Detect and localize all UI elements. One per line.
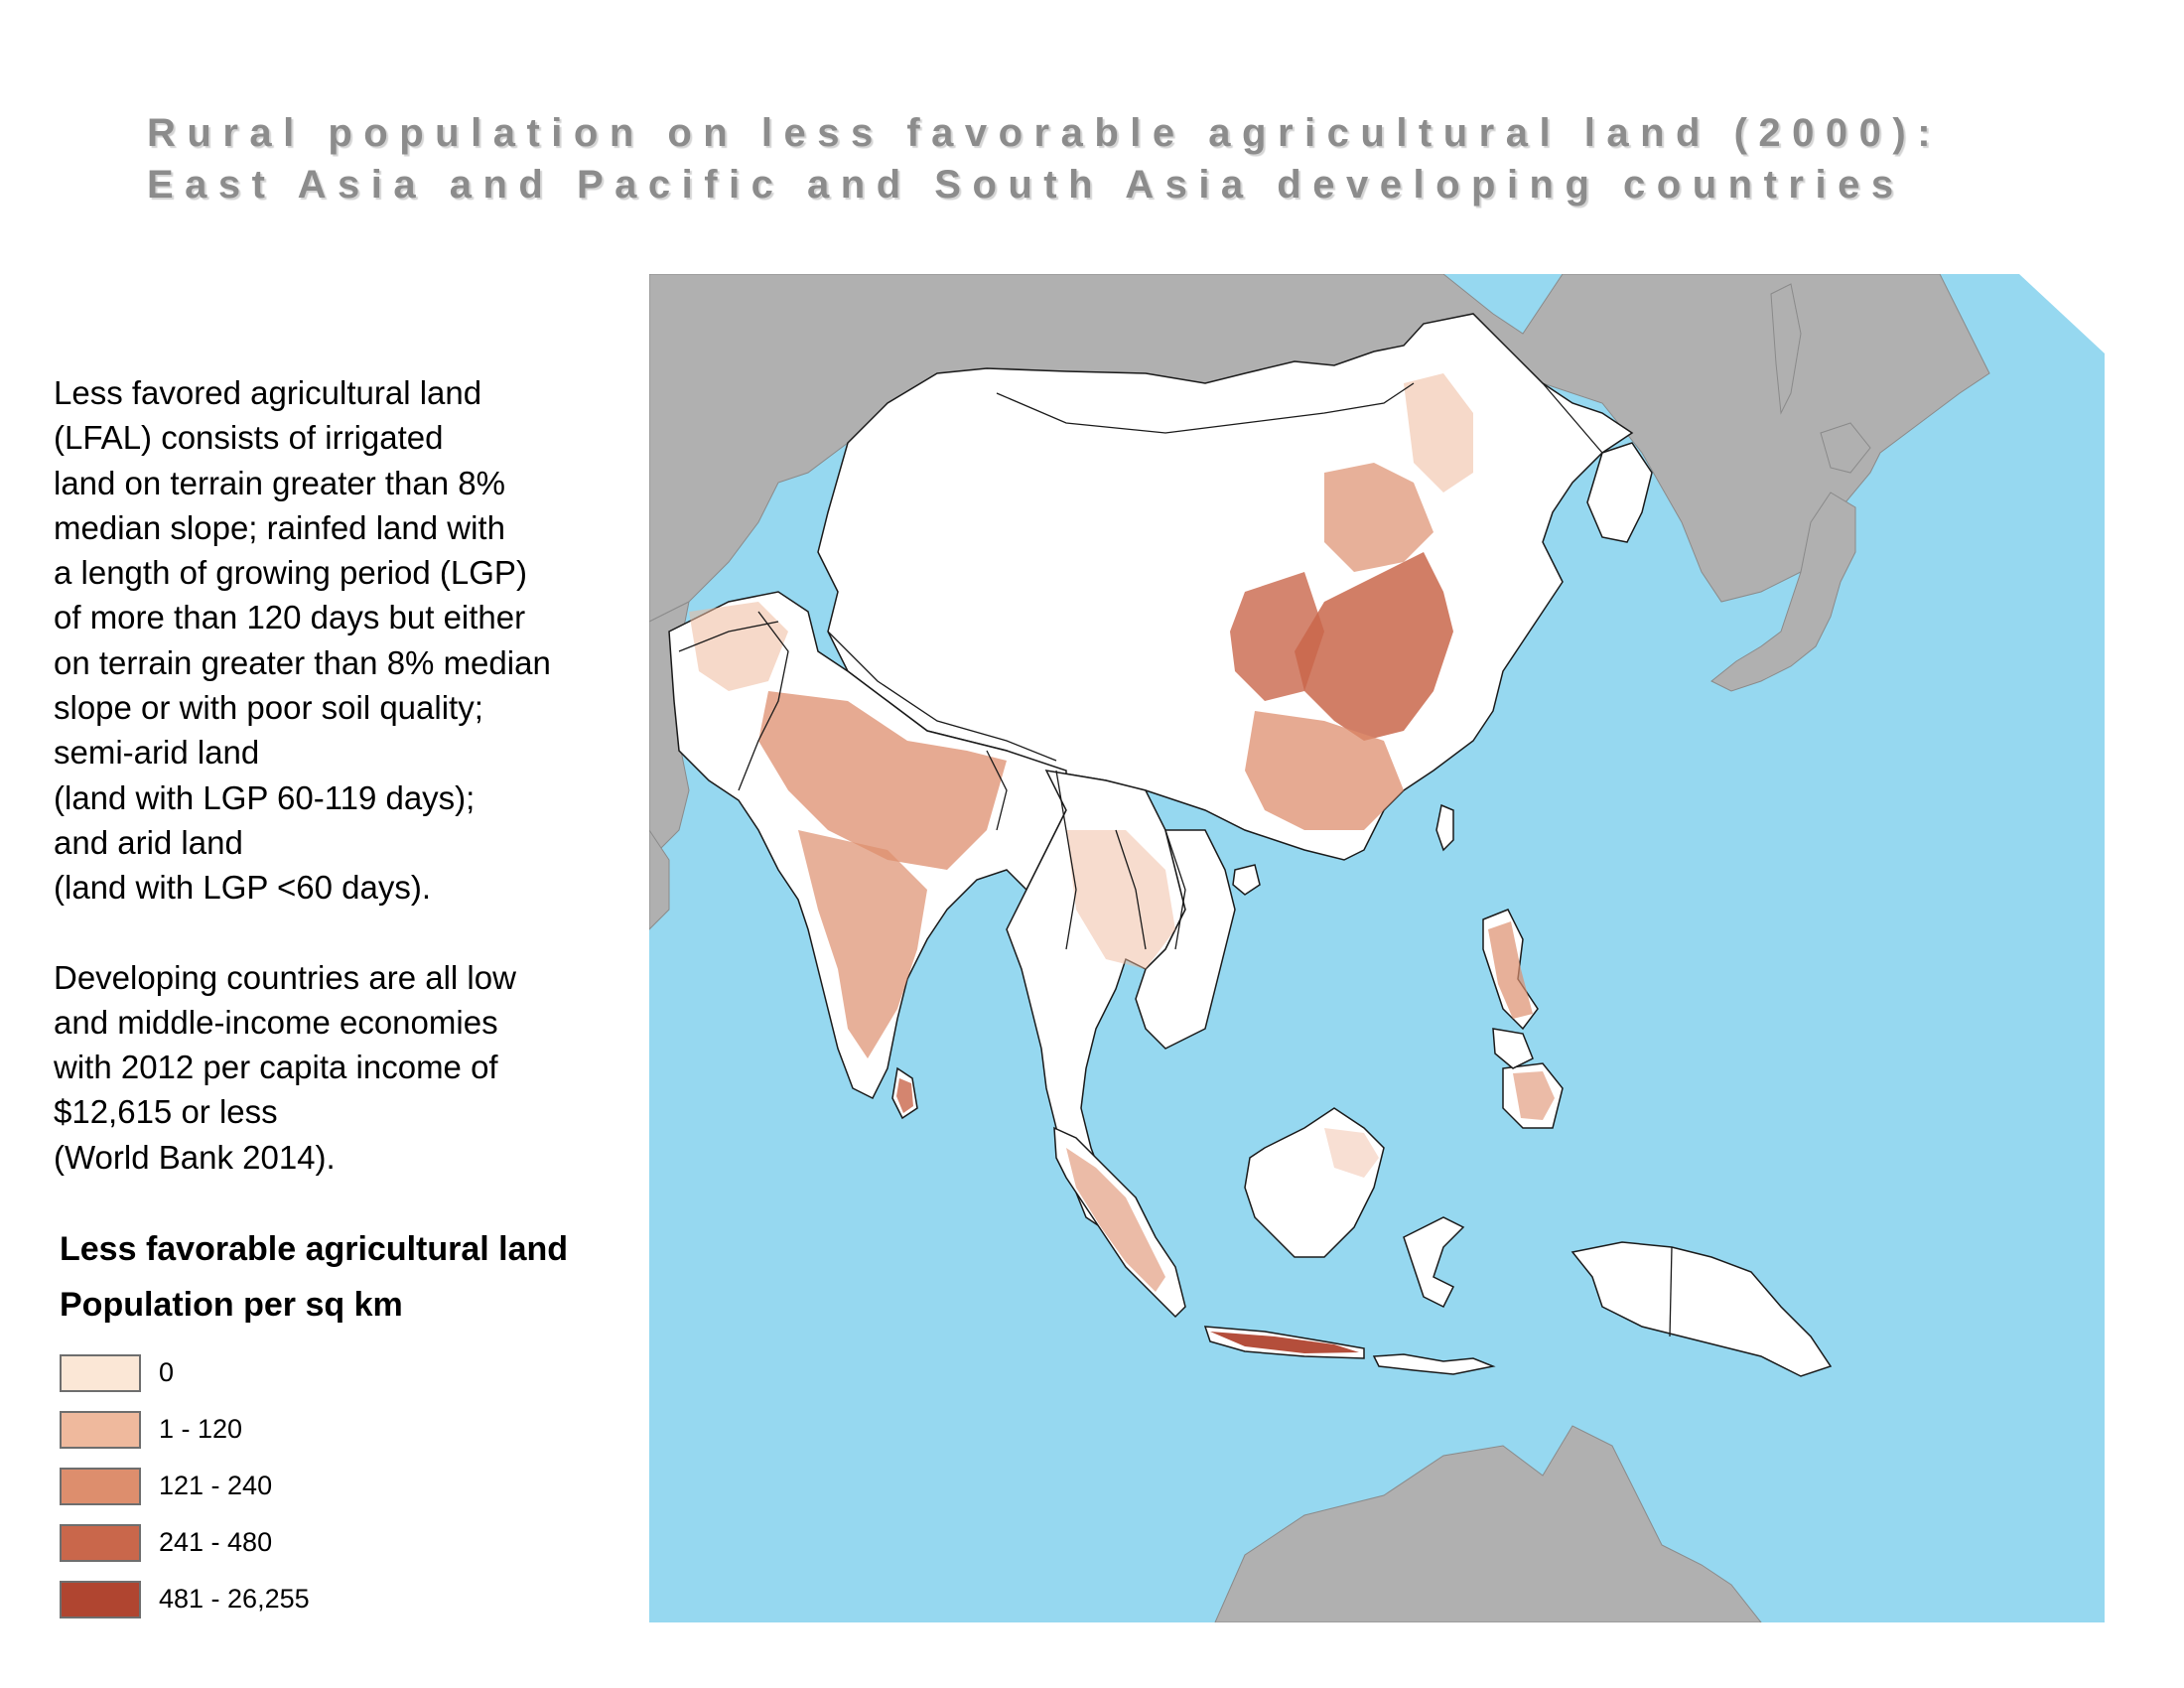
map-frame bbox=[649, 274, 2105, 1622]
legend-label: 0 bbox=[159, 1357, 175, 1387]
legend-label: 481 - 26,255 bbox=[159, 1584, 310, 1614]
lfal-definition-line: semi-arid land bbox=[54, 734, 260, 772]
legend-item: 1 - 120 bbox=[60, 1401, 655, 1458]
new-guinea-land bbox=[1570, 1241, 1833, 1377]
map-canvas bbox=[649, 274, 2105, 1622]
density-central-china bbox=[1230, 572, 1324, 701]
lfal-definition-line: (land with LGP 60-119 days); bbox=[54, 778, 476, 816]
density-northeast-china bbox=[1404, 373, 1473, 492]
density-mindanao bbox=[1513, 1071, 1555, 1120]
legend-item: 0 bbox=[60, 1344, 655, 1401]
density-east-china bbox=[1295, 552, 1453, 741]
vietnam-border bbox=[1164, 829, 1186, 950]
lfal-definition-line: on terrain greater than 8% median bbox=[54, 643, 551, 681]
density-indochina bbox=[1066, 830, 1175, 969]
density-sri-lanka bbox=[896, 1078, 913, 1113]
developing-countries-line: and middle-income economies bbox=[54, 1003, 498, 1041]
lesser-sunda-land bbox=[1372, 1353, 1496, 1375]
non-region-land bbox=[649, 274, 1990, 1622]
lfal-description: Less favored agricultural land (LFAL) con… bbox=[54, 370, 659, 1180]
hokkaido-land bbox=[1820, 422, 1871, 474]
density-south-china bbox=[1245, 711, 1404, 830]
legend-swatch bbox=[60, 1353, 141, 1392]
country-borders bbox=[678, 382, 1673, 1337]
density-north-china bbox=[1324, 463, 1433, 572]
legend-item: 241 - 480 bbox=[60, 1514, 655, 1571]
map-title: Rural population on less favorable agric… bbox=[147, 107, 2033, 211]
australia-land bbox=[1214, 1425, 1763, 1622]
borneo-land bbox=[1244, 1107, 1385, 1258]
legend-item: 481 - 26,255 bbox=[60, 1571, 655, 1627]
legend-items: 0 1 - 120 121 - 240 241 - 480 481 - 26,255 bbox=[60, 1344, 655, 1627]
afghanistan-border bbox=[678, 621, 779, 652]
legend-swatch bbox=[60, 1523, 141, 1562]
developing-countries-line: $12,615 or less bbox=[54, 1093, 278, 1131]
map-title-line-1: Rural population on less favorable agric… bbox=[147, 111, 1943, 155]
lfal-definition-line: land on terrain greater than 8% bbox=[54, 464, 505, 501]
new-guinea-border bbox=[1669, 1246, 1673, 1337]
mongolia-china-border bbox=[996, 382, 1415, 434]
thailand-laos-border bbox=[1115, 829, 1147, 950]
legend-item: 121 - 240 bbox=[60, 1458, 655, 1514]
lfal-definition-line: (land with LGP <60 days). bbox=[54, 869, 432, 907]
legend-swatch bbox=[60, 1467, 141, 1505]
china-korea-border bbox=[1542, 382, 1603, 454]
developing-countries-line: Developing countries are all low bbox=[54, 958, 516, 996]
bangladesh-border bbox=[986, 750, 1008, 831]
density-india-north bbox=[758, 691, 1007, 870]
hainan-land bbox=[1232, 864, 1261, 896]
lfal-definition-paragraph: Less favored agricultural land (LFAL) con… bbox=[54, 370, 659, 911]
map-legend: Less favorable agricultural land Populat… bbox=[60, 1229, 655, 1627]
legend-label: 241 - 480 bbox=[159, 1527, 273, 1557]
pakistan-india-border bbox=[738, 611, 789, 791]
developing-countries-paragraph: Developing countries are all low and midd… bbox=[54, 955, 659, 1180]
legend-swatch bbox=[60, 1410, 141, 1449]
density-philippines bbox=[1488, 921, 1533, 1019]
lfal-density-shading bbox=[689, 373, 1555, 1353]
japan-land bbox=[1710, 492, 1856, 692]
sakhalin-kamchatka-land bbox=[1770, 283, 1802, 415]
lfal-definition-line: median slope; rainfed land with bbox=[54, 508, 505, 546]
himalaya-border bbox=[827, 631, 1057, 762]
developing-countries-line: (World Bank 2014). bbox=[54, 1138, 336, 1176]
legend-label: 121 - 240 bbox=[159, 1471, 273, 1500]
lfal-definition-line: slope or with poor soil quality; bbox=[54, 689, 483, 727]
vietnam-cambodia-land bbox=[1135, 829, 1236, 1050]
lfal-definition-line: Less favored agricultural land bbox=[54, 374, 482, 411]
korea-land bbox=[1586, 442, 1653, 543]
lfal-definition-line: and arid land bbox=[54, 823, 243, 861]
philippines-visayas-land bbox=[1492, 1028, 1534, 1069]
legend-label: 1 - 120 bbox=[159, 1414, 243, 1444]
myanmar-border bbox=[1055, 770, 1077, 950]
density-java bbox=[1210, 1332, 1359, 1353]
density-sumatra bbox=[1066, 1148, 1165, 1292]
legend-title: Less favorable agricultural land bbox=[60, 1230, 569, 1268]
developing-countries-line: with 2012 per capita income of bbox=[54, 1049, 498, 1086]
density-borneo bbox=[1324, 1128, 1379, 1178]
map-title-line-2: East Asia and Pacific and South Asia dev… bbox=[147, 163, 1905, 207]
sulawesi-land bbox=[1403, 1216, 1465, 1309]
density-india-central bbox=[798, 830, 927, 1058]
taiwan-land bbox=[1435, 803, 1454, 852]
lfal-definition-line: of more than 120 days but either bbox=[54, 599, 526, 636]
legend-swatch bbox=[60, 1580, 141, 1618]
arabia-land bbox=[649, 828, 670, 931]
lfal-definition-line: (LFAL) consists of irrigated bbox=[54, 419, 444, 457]
legend-subtitle: Population per sq km bbox=[60, 1286, 403, 1324]
lfal-definition-line: a length of growing period (LGP) bbox=[54, 554, 527, 592]
